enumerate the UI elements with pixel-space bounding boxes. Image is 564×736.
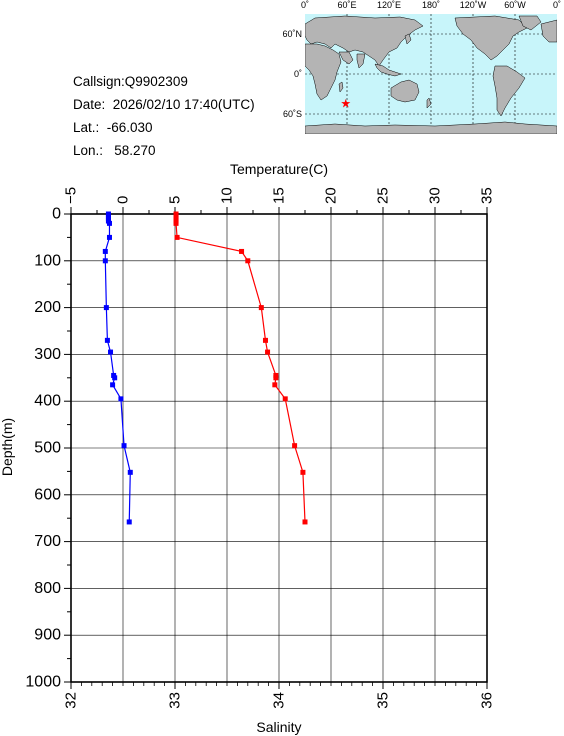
salinity-profile-line: [175, 214, 306, 522]
salinity-tick-label: 36: [479, 692, 496, 709]
temperature-data-point: [108, 349, 114, 355]
temperature-data-point: [104, 337, 110, 343]
temperature-data-point: [110, 382, 116, 388]
map-latitude-tick-label: 60˚S: [282, 109, 302, 119]
temperature-axis: −5 0 5 10 15 20 25 30 35: [63, 187, 496, 214]
temperature-tick-label: 35: [479, 187, 496, 204]
temperature-data-point: [126, 519, 132, 525]
salinity-tick-label: 35: [375, 692, 392, 709]
map-longitude-tick-label: 60˚E: [337, 0, 357, 10]
south-america-land: [492, 65, 526, 117]
new-zealand-land: [426, 97, 432, 109]
africa-land: [305, 43, 342, 101]
chart-grid: [70, 213, 488, 683]
map-longitude-tick-label: 120˚W: [459, 0, 487, 10]
salinity-data-point: [258, 305, 264, 311]
temperature-tick-label: 15: [271, 187, 288, 204]
depth-tick-label: 900: [34, 627, 61, 644]
southeast-asia-land: [374, 63, 402, 77]
depth-tick-label: 400: [34, 393, 61, 410]
salinity-data-point: [265, 349, 271, 355]
map-latitude-tick-label: 0˚: [293, 69, 302, 79]
temperature-data-point: [102, 258, 108, 264]
salinity-tick-label: 33: [167, 692, 184, 709]
station-marker-icon: ★: [340, 96, 351, 110]
world-map: ★: [305, 14, 557, 134]
salinity-tick-label: 34: [271, 692, 288, 709]
temperature-tick-label: −5: [63, 187, 80, 204]
depth-tick-label: 300: [34, 346, 61, 363]
map-longitude-tick-label: 60˚W: [504, 0, 526, 10]
depth-tick-label: 800: [34, 580, 61, 597]
temperature-data-point: [121, 443, 127, 449]
salinity-data-point: [239, 248, 245, 254]
map-longitude-tick-label: 0˚: [552, 0, 562, 10]
eurasia-land: [305, 15, 424, 67]
salinity-tick-label: 32: [63, 692, 80, 709]
salinity-data-point: [273, 375, 279, 381]
temperature-tick-label: 10: [219, 187, 236, 204]
salinity-axis-label: Salinity: [256, 719, 301, 735]
antarctica-land: [305, 121, 557, 134]
temperature-tick-label: 20: [323, 187, 340, 204]
madagascar-land: [338, 81, 344, 93]
depth-tick-label: 200: [34, 299, 61, 316]
depth-axis: 0 100 200 300 400 500 600 700 800 900 1000: [25, 206, 71, 691]
temperature-data-point: [106, 234, 112, 240]
salinity-data-point: [262, 337, 268, 343]
temperature-data-point: [103, 305, 109, 311]
temperature-axis-label: Temperature(C): [230, 161, 328, 177]
depth-axis-label: Depth(m): [0, 418, 15, 476]
map-latitude-ticks: 60˚N 0˚ 60˚S: [262, 14, 302, 134]
location-map: ★: [305, 14, 557, 134]
profile-series: [102, 211, 308, 525]
salinity-data-point: [300, 469, 306, 475]
temperature-data-point: [102, 248, 108, 254]
map-longitude-tick-label: 120˚E: [376, 0, 402, 10]
salinity-data-point: [174, 234, 180, 240]
japan-land: [404, 33, 412, 45]
depth-tick-label: 0: [52, 206, 61, 223]
salinity-data-point: [272, 382, 278, 388]
temperature-tick-label: 25: [375, 187, 392, 204]
date-text: Date: 2026/02/10 17:40(UTC): [73, 97, 255, 112]
europe-land: [540, 19, 557, 43]
australia-land: [390, 79, 420, 103]
map-latitude-tick-label: 60˚N: [282, 29, 302, 39]
depth-tick-label: 100: [34, 252, 61, 269]
temperature-data-point: [106, 220, 112, 226]
depth-tick-label: 600: [34, 486, 61, 503]
salinity-axis: 32 33 34 35 36: [63, 682, 496, 709]
depth-tick-label: 700: [34, 533, 61, 550]
salinity-data-point: [245, 258, 251, 264]
callsign-text: Callsign:Q9902309: [73, 74, 188, 89]
temperature-profile-line: [104, 214, 131, 522]
temperature-tick-label: 30: [427, 187, 444, 204]
map-longitude-ticks: 0˚ 60˚E 120˚E 180˚ 120˚W 60˚W 0˚: [298, 0, 564, 14]
temperature-tick-label: 0: [115, 196, 132, 204]
latitude-text: Lat.: -66.030: [73, 120, 153, 135]
station-info: Callsign:Q9902309 Date: 2026/02/10 17:40…: [73, 70, 255, 162]
map-longitude-tick-label: 180˚: [421, 0, 441, 10]
salinity-data-point: [282, 396, 288, 402]
temperature-data-point: [127, 469, 133, 475]
depth-tick-label: 500: [34, 440, 61, 457]
salinity-data-point: [173, 220, 179, 226]
temperature-data-point: [118, 396, 124, 402]
temperature-tick-label: 5: [167, 196, 184, 204]
salinity-data-point: [292, 443, 298, 449]
temperature-data-point: [112, 375, 118, 381]
longitude-text: Lon.: 58.270: [73, 143, 156, 158]
arabia-india-land: [338, 51, 366, 69]
greenland-land: [518, 15, 542, 31]
salinity-data-point: [302, 519, 308, 525]
depth-tick-label: 1000: [25, 674, 61, 691]
map-longitude-tick-label: 0˚: [300, 0, 310, 10]
land-masses: [305, 15, 557, 134]
